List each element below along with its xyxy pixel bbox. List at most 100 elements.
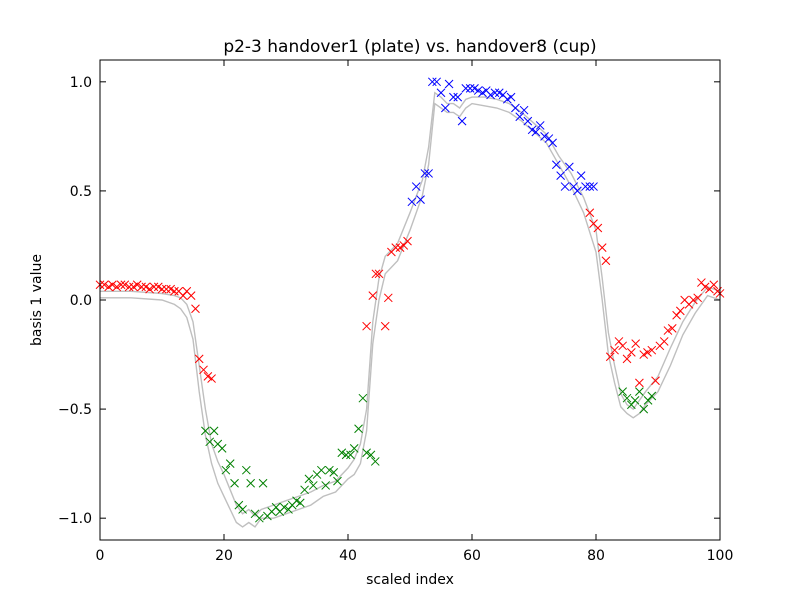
green-marker [341,450,351,460]
green-marker [329,468,339,477]
red-marker [626,348,636,357]
blue-marker [486,90,495,100]
y-tick-label: 0.0 [70,293,92,309]
blue-marker [424,169,433,178]
plot-frame [99,59,721,541]
red-marker [663,326,673,335]
green-marker [316,465,326,475]
red-marker [647,345,657,355]
green-marker [647,391,657,401]
blue-marker [564,162,574,172]
red-marker [610,345,619,355]
blue-marker [531,127,541,137]
red-marker [137,282,146,292]
blue-marker [490,88,500,98]
red-marker [700,282,710,292]
blue-marker [523,116,533,126]
chart-title: p2-3 handover1 (plate) vs. handover8 (cu… [223,37,596,57]
green-marker [300,485,309,495]
x-tick-label: 80 [587,548,605,564]
red-marker [108,280,117,290]
red-marker [635,378,644,388]
y-axis: −1.0 −0.5 0.0 0.5 1.0 [58,75,720,527]
blue-marker [548,138,557,148]
green-marker [246,478,256,488]
y-tick-label: −1.0 [58,511,92,527]
blue-marker [449,92,458,102]
red-marker [631,339,641,348]
red-marker [585,208,595,218]
red-marker [622,354,632,364]
red-marker [675,306,685,316]
blue-marker [511,103,520,113]
red-marker [667,324,677,333]
y-axis-label: basis 1 value [29,254,45,346]
green-marker [630,396,640,405]
blue-marker [427,77,437,87]
green-marker [209,426,219,436]
green-marker [221,465,231,475]
green-marker [321,481,331,490]
green-marker [254,513,264,523]
blue-marker [540,132,549,141]
red-marker [618,341,628,351]
red-marker [709,280,719,290]
green-marker [295,498,305,508]
blue-marker [560,182,570,191]
red-marker [120,280,130,290]
red-marker [383,293,393,303]
blue-marker [589,182,598,191]
red-marker [643,348,652,357]
green-marker [349,444,359,453]
red-marker [693,293,703,303]
red-marker [170,286,179,296]
band-line-2 [100,102,721,528]
y-tick-label: 1.0 [70,75,92,91]
x-axis-label: scaled index [366,572,454,588]
red-marker [194,354,204,364]
blue-marker [585,182,595,191]
blue-marker [407,197,417,207]
markers [95,77,725,523]
x-tick-label: 100 [707,548,734,564]
red-marker [593,223,603,233]
green-marker [304,474,314,484]
red-marker [368,291,378,300]
band-lines [100,91,721,528]
green-marker [337,448,347,458]
blue-marker [519,105,529,115]
green-marker [346,450,355,460]
blue-marker [457,116,467,126]
blue-marker [453,92,463,102]
red-marker [371,269,381,279]
red-marker [145,284,154,294]
y-tick-label: 0.5 [70,184,92,200]
red-marker [605,352,615,362]
blue-marker [465,84,475,93]
red-marker [99,280,109,290]
blue-marker [556,171,566,180]
blue-marker [416,195,425,204]
red-marker [362,321,371,331]
green-marker [279,502,289,512]
x-tick-label: 20 [215,548,233,564]
red-marker [597,243,607,252]
green-marker [370,457,380,466]
x-tick-label: 0 [96,548,105,564]
red-marker [116,280,126,290]
blue-marker [420,169,430,178]
red-marker [651,376,660,386]
red-marker [112,282,122,292]
blue-marker [573,186,582,196]
x-tick-label: 60 [463,548,481,564]
red-marker [186,291,196,300]
green-marker [205,437,215,447]
red-marker [191,304,200,314]
blue-marker [515,112,525,122]
green-marker [333,476,342,486]
blue-marker [444,79,454,89]
blue-marker [440,103,450,113]
red-marker [403,236,412,246]
red-marker [374,269,384,279]
